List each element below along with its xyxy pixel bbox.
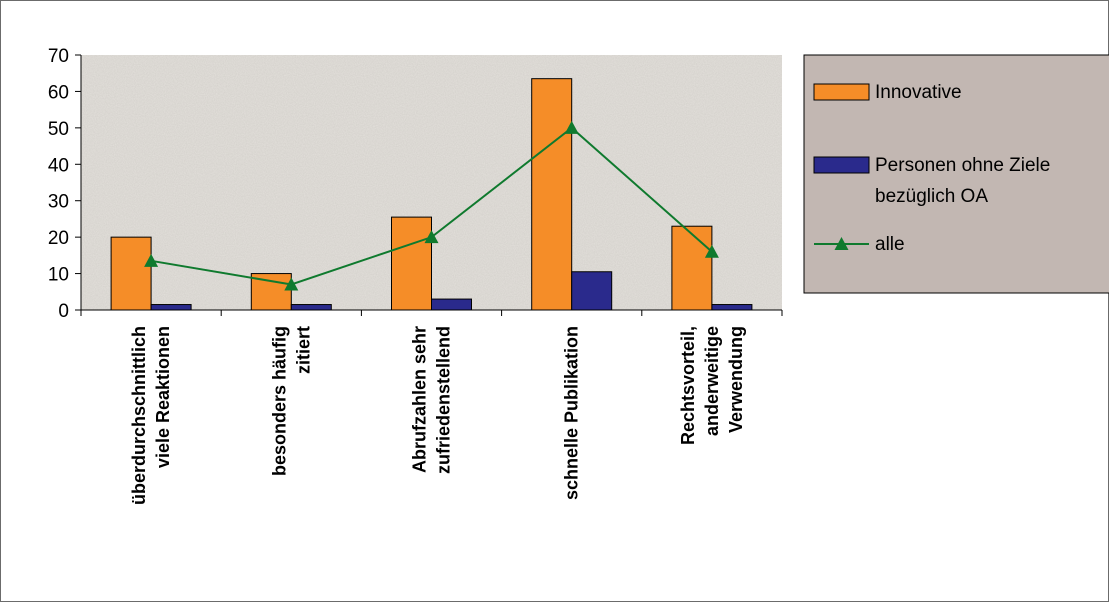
marker-alle: [704, 244, 719, 258]
bar-innovative: [391, 216, 432, 311]
category-label-line: besonders häufig: [269, 326, 289, 476]
legend-swatch-personen-ohne-ziele: [813, 156, 870, 174]
y-tick-label: 30: [48, 192, 69, 213]
bar-personen-ohne-ziele: [290, 304, 332, 311]
category-label-line: schnelle Publikation: [562, 326, 582, 500]
category-label-line: Rechtsvorteil,: [678, 326, 698, 445]
y-tick-label: 10: [48, 265, 69, 286]
bar-personen-ohne-ziele: [431, 298, 472, 311]
marker-alle: [284, 277, 299, 291]
bar-personen-ohne-ziele: [571, 271, 613, 311]
marker-alle: [424, 230, 439, 244]
bar-innovative: [250, 273, 292, 311]
category-label: Rechtsvorteil, anderweitige Verwendung: [678, 326, 746, 445]
category-label: schnelle Publikation: [562, 326, 582, 500]
category-label-line: zitiert: [293, 326, 313, 374]
legend-label-personen-ohne-ziele: Personen ohne Ziele bezüglich OA: [875, 155, 1050, 207]
legend-swatch-alle-marker: [834, 237, 849, 250]
bar-personen-ohne-ziele: [150, 304, 192, 311]
legend-label-line: bezüglich OA: [875, 186, 988, 207]
category-label-line: viele Reaktionen: [153, 326, 173, 468]
y-tick-label: 70: [48, 46, 69, 67]
legend-label-alle: alle: [875, 234, 905, 255]
category-label: Abrufzahlen sehr zufriedenstellend: [410, 326, 454, 474]
category-label: überdurchschnittlich viele Reaktionen: [129, 326, 173, 505]
y-tick-label: 40: [48, 155, 69, 176]
category-label-line: anderweitige: [702, 326, 722, 436]
bar-innovative: [671, 225, 713, 311]
category-label-line: überdurchschnittlich: [129, 326, 149, 505]
category-label: besonders häufig zitiert: [269, 326, 313, 476]
category-label-line: zufriedenstellend: [434, 326, 454, 474]
y-tick-label: 60: [48, 82, 69, 103]
legend-label-line: Personen ohne Ziele: [875, 155, 1050, 176]
category-label-line: Abrufzahlen sehr: [410, 326, 430, 473]
marker-alle: [144, 253, 159, 267]
bar-innovative: [110, 236, 152, 311]
y-tick-label: 0: [58, 301, 69, 322]
y-tick-label: 50: [48, 119, 69, 140]
marker-alle: [564, 120, 579, 134]
bar-innovative: [531, 78, 573, 311]
legend-swatch-innovative: [813, 83, 870, 101]
legend-label-innovative: Innovative: [875, 82, 962, 103]
bar-personen-ohne-ziele: [711, 304, 753, 311]
category-label-line: Verwendung: [726, 326, 746, 433]
y-tick-label: 20: [48, 228, 69, 249]
